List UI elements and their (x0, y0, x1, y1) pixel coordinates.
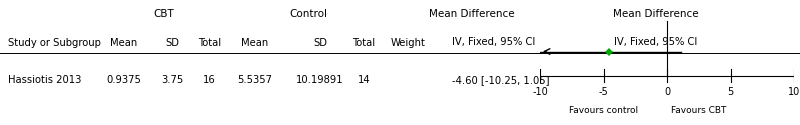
Text: -10: -10 (532, 87, 548, 97)
Text: Favours CBT: Favours CBT (671, 106, 726, 115)
Text: 0.9375: 0.9375 (106, 75, 142, 85)
Text: 10: 10 (788, 87, 800, 97)
Text: Mean: Mean (110, 38, 138, 48)
Text: Study or Subgroup: Study or Subgroup (8, 38, 101, 48)
Text: IV, Fixed, 95% CI: IV, Fixed, 95% CI (452, 38, 535, 48)
Text: SD: SD (165, 38, 179, 48)
Text: Mean Difference: Mean Difference (429, 9, 515, 19)
Text: 10.19891: 10.19891 (296, 75, 344, 85)
Text: IV, Fixed, 95% CI: IV, Fixed, 95% CI (614, 38, 698, 48)
Text: 5.5357: 5.5357 (237, 75, 272, 85)
Text: Mean: Mean (241, 38, 268, 48)
Text: Mean Difference: Mean Difference (613, 9, 699, 19)
Text: -5: -5 (598, 87, 609, 97)
Text: -4.60 [-10.25, 1.05]: -4.60 [-10.25, 1.05] (452, 75, 550, 85)
Text: Weight: Weight (390, 38, 426, 48)
Text: Favours control: Favours control (569, 106, 638, 115)
Text: Hassiotis 2013: Hassiotis 2013 (8, 75, 82, 85)
Text: Total: Total (198, 38, 221, 48)
Text: 16: 16 (203, 75, 216, 85)
Text: 3.75: 3.75 (161, 75, 183, 85)
Text: CBT: CBT (154, 9, 174, 19)
Text: 5: 5 (728, 87, 734, 97)
Text: SD: SD (313, 38, 327, 48)
Text: Total: Total (353, 38, 375, 48)
Text: Control: Control (289, 9, 327, 19)
Text: 14: 14 (358, 75, 370, 85)
Text: 0: 0 (664, 87, 670, 97)
